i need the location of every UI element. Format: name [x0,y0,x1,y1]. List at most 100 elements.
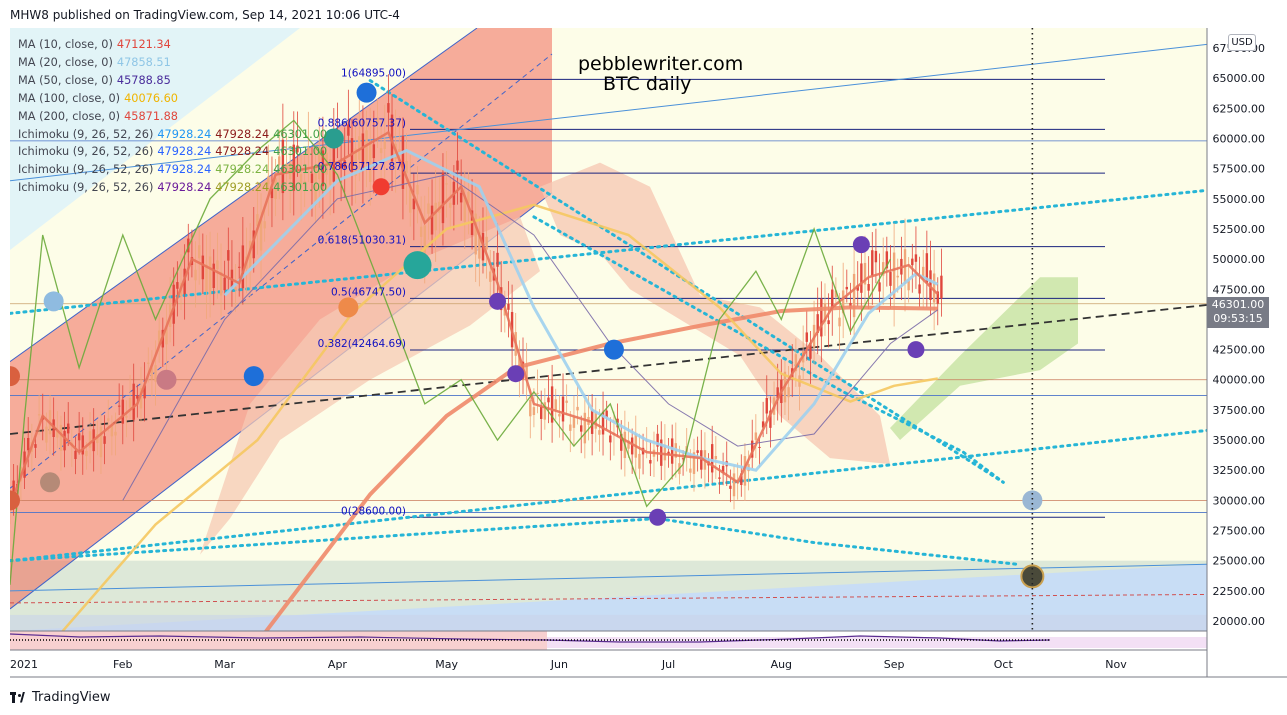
y-tick-label: 20000.00 [1213,615,1266,628]
fib-label: 0.5(46747.50) [331,286,406,298]
marker-dot [10,366,20,387]
legend-name: MA (100, close, 0) [18,91,121,105]
candle-body [197,245,201,259]
candle-body [718,477,721,479]
legend-value: 47928.24 [215,181,270,195]
x-tick-label: Jun [550,658,568,671]
x-axis[interactable]: 2021 Feb Mar Apr May Jun Jul Aug Sep Oct Nov [10,658,1127,671]
legend-value: 45788.85 [116,73,171,87]
candle-body [456,160,459,171]
candle-body [387,103,390,113]
trend-line [10,43,1207,182]
candle-body [401,135,405,189]
candle-body [572,417,576,428]
legend-row[interactable]: MA (50, close, 0) 45788.85 [18,72,327,90]
y-tick-label: 55000.00 [1213,193,1266,206]
legend-value: 47928.24 [215,145,270,159]
candle-body [754,432,758,440]
candle-body [638,453,641,469]
candle-body [459,192,463,203]
candle-body [496,252,499,267]
marker-dot [338,297,359,318]
candle-body [885,251,889,269]
legend-row[interactable]: Ichimoku (9, 26, 52, 26) 47928.24 47928.24… [18,161,327,179]
candle-body [689,468,692,473]
candle-body [59,424,63,451]
last-price-value: 46301.00 [1211,298,1265,311]
candle-body [430,205,434,235]
candle-body [936,291,939,304]
marker-dot [507,365,525,383]
candle-body [128,397,132,408]
cloud-segment-1 [200,216,540,555]
brand-name: TradingView [32,690,111,705]
cloud-segment-3 [890,277,1078,441]
bar-countdown: 09:53:15 [1213,312,1263,325]
legend-row[interactable]: MA (100, close, 0) 40076.60 [18,90,327,108]
legend-row[interactable]: Ichimoku (9, 26, 52, 26) 47928.24 47928.24… [18,126,327,144]
candle-body [769,410,772,428]
zone-sky [10,28,300,250]
candle-body [467,191,470,203]
x-tick-label: Mar [214,658,235,671]
candle-body [561,396,565,422]
candle-body [554,399,557,410]
candle-body [696,450,699,453]
candle-body [121,399,124,424]
y-tick-label: 57500.00 [1213,163,1266,176]
legend-row[interactable]: Ichimoku (9, 26, 52, 26) 47928.24 47928.24… [18,179,327,197]
indicator-legend: MA (10, close, 0) 47121.34 MA (20, close, … [18,36,327,197]
candle-body [860,263,863,293]
candle-body [576,406,579,411]
legend-row[interactable]: MA (10, close, 0) 47121.34 [18,36,327,54]
watermark-line1: pebblewriter.com [578,53,743,75]
marker-dot [43,291,64,312]
candle-body [310,173,314,183]
candle-body [729,485,732,489]
y-axis[interactable]: 20000.00 22500.00 25000.00 27500.00 30000.00… [1213,42,1266,628]
candle-body [867,284,870,291]
candle-body [831,289,834,310]
candle-body [419,226,423,237]
candle-body [834,290,838,298]
candle-body [216,260,219,270]
candle-body [478,231,481,259]
legend-name: MA (200, close, 0) [18,109,121,123]
candle-body [838,317,841,327]
candle-body [139,388,143,409]
marker-dot [323,128,344,149]
legend-row[interactable]: MA (20, close, 0) 47858.51 [18,54,327,72]
legend-name: MA (10, close, 0) [18,38,113,51]
markers [10,82,1045,589]
legend-value: 47858.51 [116,55,171,69]
candle-body [681,458,685,460]
candle-body [794,354,798,372]
currency-badge[interactable]: USD [1228,34,1256,51]
marker-dot [372,178,390,196]
candle-body [110,424,114,437]
legend-value: 47928.24 [157,145,212,159]
y-tick-label: 27500.00 [1213,525,1266,538]
candle-body [558,413,561,417]
candle-body [532,407,536,415]
candle-body [314,167,317,205]
candle-body [45,426,48,443]
candle-body [205,264,208,292]
candle-body [321,150,325,187]
legend-row[interactable]: MA (200, close, 0) 45871.88 [18,108,327,126]
y-tick-label: 50000.00 [1213,253,1266,266]
legend-row[interactable]: Ichimoku (9, 26, 52, 26) 47928.24 47928.24… [18,143,327,161]
candle-body [787,387,790,398]
candle-body [700,450,703,470]
legend-value: 46301.00 [273,163,328,177]
candle-body [670,438,674,464]
candle-body [427,203,430,214]
candle-body [911,258,914,266]
candle-body [463,195,466,222]
candle-body [820,298,823,337]
candle-body [583,412,587,444]
ichimoku-cloud [200,162,1078,555]
candle-body [252,230,255,259]
candle-body [874,250,878,263]
